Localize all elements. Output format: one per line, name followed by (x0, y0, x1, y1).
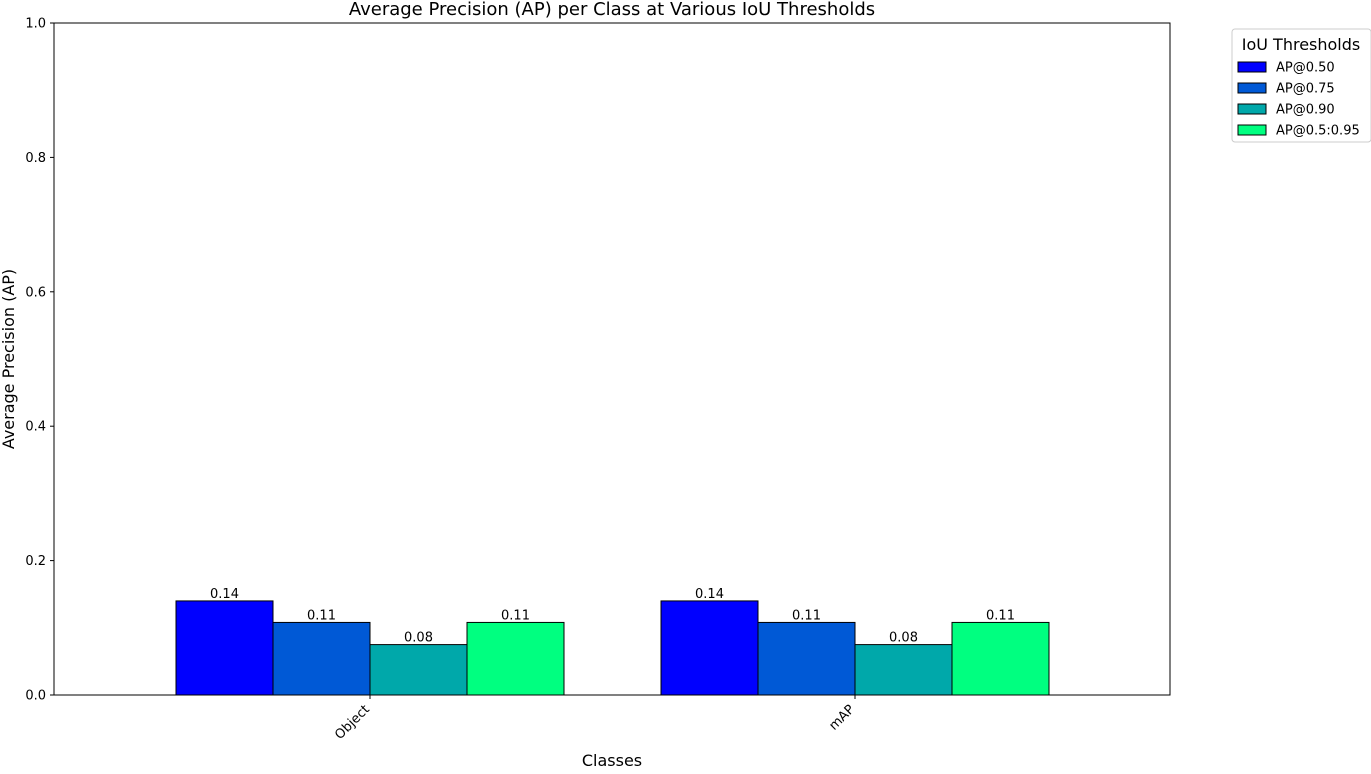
bar (369, 644, 468, 696)
legend-box (1231, 28, 1371, 143)
legend-swatch (1237, 82, 1267, 94)
bar-value-label: 0.11 (986, 608, 1015, 623)
legend-label: AP@0.90 (1276, 103, 1335, 118)
bar-value-label: 0.11 (792, 608, 821, 623)
bar-value-label: 0.08 (404, 631, 433, 646)
bar-value-label: 0.14 (695, 587, 724, 602)
bar (854, 644, 953, 696)
x-axis-label: Classes (582, 751, 642, 770)
y-tick-label: 0.2 (25, 554, 46, 569)
chart-title: Average Precision (AP) per Class at Vari… (349, 0, 875, 20)
legend-label: AP@0.75 (1276, 82, 1335, 97)
bar-value-label: 0.08 (889, 631, 918, 646)
legend-label: AP@0.50 (1276, 61, 1335, 76)
y-axis-label: Average Precision (AP) (0, 269, 18, 449)
y-tick-label: 0.6 (25, 285, 46, 300)
bar (757, 621, 856, 696)
legend-swatch (1237, 61, 1267, 73)
legend: IoU Thresholds AP@0.50 AP@0.75 AP@0.90 AP@0… (1231, 28, 1371, 143)
y-tick-label: 0.8 (25, 151, 46, 166)
bar (951, 621, 1050, 696)
y-tick-label: 1.0 (25, 17, 46, 32)
bars-layer (175, 600, 1050, 696)
legend-title: IoU Thresholds (1242, 35, 1361, 54)
plot-frame (53, 22, 1171, 696)
bar-value-label: 0.11 (501, 608, 530, 623)
legend-swatch (1237, 124, 1267, 136)
y-tick-label: 0.0 (25, 689, 46, 704)
bar-labels-layer: 0.14 0.11 0.08 0.11 0.14 0.11 0.08 0.11 (210, 587, 1015, 646)
bar (466, 621, 565, 696)
bar-value-label: 0.14 (210, 587, 239, 602)
bar (660, 600, 759, 696)
bar-value-label: 0.11 (307, 608, 336, 623)
bar (175, 600, 274, 696)
legend-label: AP@0.5:0.95 (1276, 124, 1360, 139)
bar (272, 621, 371, 696)
legend-swatch (1237, 103, 1267, 115)
y-tick-label: 0.4 (25, 420, 46, 435)
y-ticks-layer: 0.0 0.2 0.4 0.6 0.8 1.0 (25, 17, 54, 704)
